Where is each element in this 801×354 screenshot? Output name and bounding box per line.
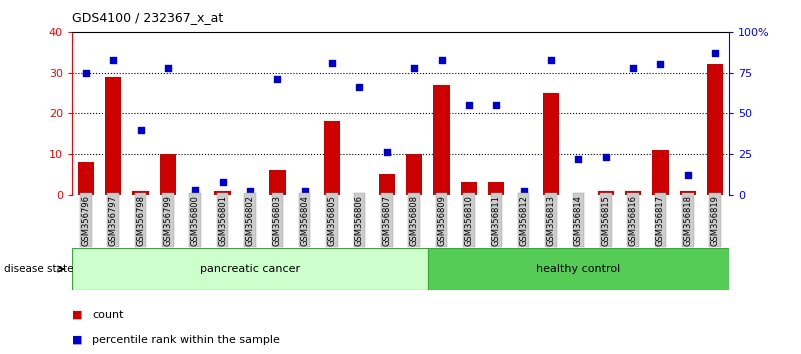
Point	[599, 154, 612, 160]
Bar	[679, 190, 696, 195]
Bar	[324, 121, 340, 195]
Bar	[652, 150, 669, 195]
Text: GSM356815: GSM356815	[602, 195, 610, 246]
Text: GSM356803: GSM356803	[273, 195, 282, 246]
Point	[380, 149, 393, 155]
Point	[189, 187, 202, 193]
Text: GSM356809: GSM356809	[437, 195, 446, 246]
Bar	[132, 190, 149, 195]
Text: count: count	[92, 310, 123, 320]
Bar	[543, 93, 559, 195]
Text: healthy control: healthy control	[536, 264, 621, 274]
Bar	[269, 170, 285, 195]
Bar	[488, 183, 505, 195]
Text: GSM356798: GSM356798	[136, 195, 145, 246]
Point	[626, 65, 639, 70]
Bar	[215, 190, 231, 195]
Text: GSM356819: GSM356819	[710, 195, 720, 246]
Point	[298, 189, 311, 194]
Point	[134, 127, 147, 132]
Point	[79, 70, 92, 75]
Point	[572, 156, 585, 162]
Text: GSM356814: GSM356814	[574, 195, 583, 246]
Text: pancreatic cancer: pancreatic cancer	[200, 264, 300, 274]
Point	[435, 57, 448, 62]
Text: GSM356800: GSM356800	[191, 195, 199, 246]
Point	[353, 84, 366, 90]
Text: GSM356801: GSM356801	[218, 195, 227, 246]
Text: GSM356816: GSM356816	[629, 195, 638, 246]
Point	[654, 62, 667, 67]
Point	[107, 57, 119, 62]
Text: GSM356810: GSM356810	[465, 195, 473, 246]
Bar	[433, 85, 450, 195]
Text: GSM356817: GSM356817	[656, 195, 665, 246]
Text: percentile rank within the sample: percentile rank within the sample	[92, 335, 280, 345]
Bar	[78, 162, 94, 195]
Point	[682, 172, 694, 178]
Point	[271, 76, 284, 82]
Point	[462, 102, 475, 108]
Text: GSM356799: GSM356799	[163, 195, 172, 246]
Point	[216, 179, 229, 184]
Point	[162, 65, 175, 70]
Text: GSM356813: GSM356813	[546, 195, 556, 246]
Point	[244, 189, 256, 194]
Text: disease state: disease state	[4, 264, 74, 274]
Text: GSM356818: GSM356818	[683, 195, 692, 246]
Point	[517, 189, 530, 194]
Text: GSM356804: GSM356804	[300, 195, 309, 246]
Bar	[72, 248, 428, 290]
Text: GSM356811: GSM356811	[492, 195, 501, 246]
Point	[326, 60, 339, 65]
Bar	[598, 190, 614, 195]
Text: GDS4100 / 232367_x_at: GDS4100 / 232367_x_at	[72, 11, 223, 24]
Point	[490, 102, 503, 108]
Bar	[406, 154, 422, 195]
Text: ■: ■	[72, 310, 83, 320]
Text: GSM356806: GSM356806	[355, 195, 364, 246]
Bar	[461, 183, 477, 195]
Point	[408, 65, 421, 70]
Bar	[707, 64, 723, 195]
Text: GSM356796: GSM356796	[81, 195, 91, 246]
Bar	[105, 76, 122, 195]
Bar	[625, 190, 642, 195]
Text: GSM356808: GSM356808	[409, 195, 419, 246]
Text: GSM356802: GSM356802	[245, 195, 255, 246]
Point	[545, 57, 557, 62]
Text: GSM356797: GSM356797	[109, 195, 118, 246]
Point	[709, 50, 722, 56]
Text: ■: ■	[72, 335, 83, 345]
Text: GSM356812: GSM356812	[519, 195, 528, 246]
Bar	[159, 154, 176, 195]
Text: GSM356807: GSM356807	[382, 195, 392, 246]
Text: GSM356805: GSM356805	[328, 195, 336, 246]
Bar	[379, 175, 395, 195]
Bar	[428, 248, 729, 290]
